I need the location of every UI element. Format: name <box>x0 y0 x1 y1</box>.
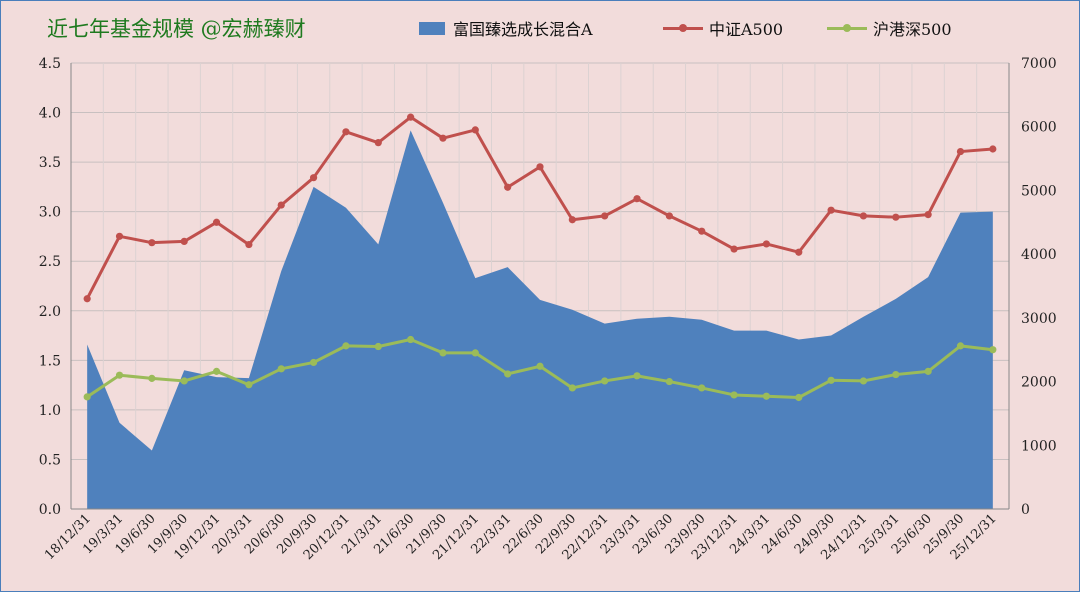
data-point-hgs500 <box>309 358 318 367</box>
legend-label-fund: 富国臻选成长混合A <box>453 20 593 39</box>
chart-title: 近七年基金规模 @宏赫臻财 <box>47 17 306 41</box>
data-point-hgs500 <box>956 342 965 350</box>
data-point-hgs500 <box>892 370 900 379</box>
data-point-hgs500 <box>115 371 124 379</box>
data-point-a500 <box>374 139 382 147</box>
data-point-a500 <box>148 239 156 247</box>
legend-item-hgs500: 沪港深500 <box>827 17 952 39</box>
legend-swatch-fund <box>419 21 445 35</box>
data-point-hgs500 <box>989 346 997 354</box>
data-point-hgs500 <box>665 377 673 386</box>
data-point-a500 <box>633 195 641 203</box>
y-left-tick-label: 0.5 <box>39 452 61 468</box>
data-point-hgs500 <box>601 377 609 385</box>
data-point-hgs500 <box>342 342 350 350</box>
y-left-tick-label: 3.5 <box>39 155 61 171</box>
data-point-a500 <box>439 134 447 142</box>
data-point-hgs500 <box>762 392 771 400</box>
data-point-a500 <box>795 248 803 256</box>
area-series-fund <box>87 130 993 509</box>
x-tick-label: 18/12/31 <box>42 511 94 563</box>
y-left-tick-label: 2.0 <box>39 304 61 320</box>
y-right-tick-label: 6000 <box>1021 120 1057 136</box>
data-point-a500 <box>859 212 868 220</box>
line-series-a500 <box>85 115 993 300</box>
y-right-tick-label: 0 <box>1021 502 1030 518</box>
data-point-hgs500 <box>407 335 415 344</box>
data-point-hgs500 <box>633 372 641 380</box>
data-point-hgs500 <box>730 391 738 399</box>
legend-marker-hgs500 <box>827 21 867 35</box>
data-point-hgs500 <box>83 393 91 401</box>
data-point-a500 <box>698 227 706 235</box>
data-point-hgs500 <box>795 393 803 402</box>
data-point-hgs500 <box>374 342 382 351</box>
y-right-tick-label: 4000 <box>1021 247 1057 263</box>
data-point-hgs500 <box>504 370 512 378</box>
legend-item-fund: 富国臻选成长混合A <box>419 17 593 39</box>
data-point-a500 <box>827 206 835 214</box>
data-point-a500 <box>83 295 91 303</box>
data-point-a500 <box>342 128 350 136</box>
data-point-a500 <box>407 113 415 121</box>
data-point-a500 <box>309 174 318 182</box>
y-left-tick-label: 3.0 <box>39 205 61 221</box>
y-right-tick-label: 3000 <box>1021 311 1057 327</box>
y-left-tick-label: 1.5 <box>39 353 61 369</box>
data-point-a500 <box>245 240 253 249</box>
y-right-tick-label: 7000 <box>1021 56 1057 72</box>
data-point-hgs500 <box>698 384 706 392</box>
y-right-tick-label: 1000 <box>1021 438 1057 454</box>
data-point-hgs500 <box>924 367 932 375</box>
data-point-hgs500 <box>245 381 253 389</box>
data-point-hgs500 <box>827 376 835 384</box>
data-point-a500 <box>762 240 771 248</box>
data-point-a500 <box>665 212 673 220</box>
data-point-hgs500 <box>536 362 544 370</box>
data-point-hgs500 <box>180 377 188 385</box>
data-point-hgs500 <box>859 377 868 385</box>
legend-label-a500: 中证A500 <box>709 20 784 39</box>
data-point-a500 <box>115 232 124 240</box>
data-point-a500 <box>956 147 965 156</box>
y-right-tick-label: 2000 <box>1021 375 1057 391</box>
y-left-tick-label: 1.0 <box>39 403 61 419</box>
data-point-a500 <box>989 145 997 153</box>
data-point-a500 <box>924 211 932 219</box>
y-left-tick-label: 4.0 <box>39 106 61 122</box>
y-right-tick-label: 5000 <box>1021 183 1057 199</box>
y-left-tick-label: 2.5 <box>39 254 61 270</box>
y-left-tick-label: 0.0 <box>39 502 61 518</box>
data-point-hgs500 <box>148 374 156 382</box>
data-point-a500 <box>504 183 512 191</box>
data-point-a500 <box>568 216 576 224</box>
data-point-a500 <box>601 212 609 220</box>
data-point-hgs500 <box>439 349 447 357</box>
data-point-a500 <box>277 201 285 209</box>
data-point-a500 <box>180 237 188 245</box>
data-point-hgs500 <box>277 365 285 373</box>
data-point-a500 <box>471 126 479 134</box>
y-left-tick-label: 4.5 <box>39 56 61 72</box>
data-point-a500 <box>212 218 221 226</box>
data-point-a500 <box>536 163 544 171</box>
data-point-hgs500 <box>212 367 221 375</box>
legend-label-hgs500: 沪港深500 <box>873 20 952 39</box>
data-point-hgs500 <box>471 349 479 357</box>
legend-item-a500: 中证A500 <box>663 17 783 39</box>
data-point-hgs500 <box>568 384 576 392</box>
legend-marker-a500 <box>663 21 703 35</box>
data-point-a500 <box>730 245 738 253</box>
data-point-a500 <box>892 213 900 221</box>
